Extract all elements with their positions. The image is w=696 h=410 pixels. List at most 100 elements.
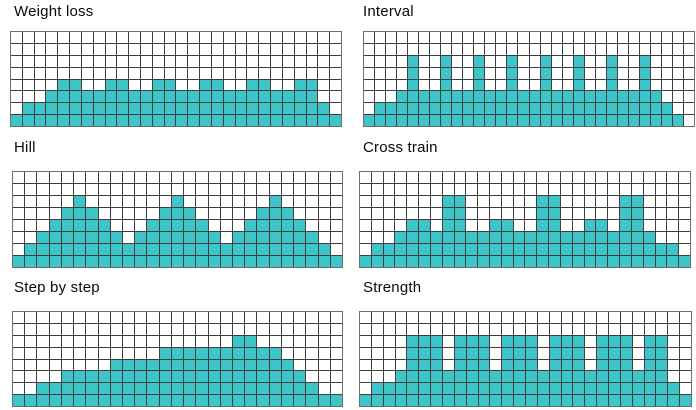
intensity-cell-empty	[632, 347, 644, 359]
intensity-cell-empty	[86, 172, 98, 183]
intensity-cell-filled	[129, 103, 141, 115]
intensity-cell-filled	[49, 383, 61, 395]
intensity-cell-filled	[360, 256, 371, 267]
intensity-cell-filled	[561, 359, 573, 371]
intensity-cell-filled	[514, 371, 525, 383]
intensity-cell-filled	[259, 91, 271, 103]
intensity-cell-filled	[294, 220, 306, 231]
intensity-cell-empty	[22, 79, 34, 91]
intensity-cell-filled	[407, 232, 419, 243]
intensity-cell-empty	[513, 184, 525, 195]
intensity-cell-filled	[135, 359, 147, 371]
intensity-cell-filled	[196, 395, 208, 406]
intensity-cell-filled	[86, 256, 98, 267]
intensity-cell-empty	[490, 196, 501, 207]
intensity-cell-filled	[257, 371, 269, 383]
intensity-cell-filled	[478, 232, 490, 243]
intensity-cell-empty	[271, 67, 282, 79]
intensity-cell-empty	[608, 184, 620, 195]
intensity-cell-empty	[549, 323, 561, 335]
intensity-cell-empty	[518, 79, 529, 91]
intensity-cell-empty	[656, 323, 668, 335]
intensity-cell-empty	[514, 312, 525, 323]
intensity-cell-empty	[34, 55, 46, 67]
intensity-cell-filled	[269, 395, 281, 406]
intensity-cell-empty	[655, 220, 667, 231]
intensity-cell-empty	[430, 208, 442, 219]
intensity-cell-empty	[208, 220, 220, 231]
intensity-cell-filled	[257, 359, 269, 371]
intensity-cell-empty	[452, 43, 463, 55]
intensity-cell-filled	[656, 383, 668, 395]
intensity-cell-empty	[245, 196, 257, 207]
intensity-cell-filled	[474, 79, 485, 91]
intensity-cell-filled	[561, 335, 573, 347]
intensity-cell-empty	[208, 312, 220, 323]
intensity-cell-filled	[235, 91, 247, 103]
intensity-cell-empty	[395, 208, 407, 219]
intensity-cell-empty	[196, 196, 208, 207]
intensity-cell-filled	[441, 91, 452, 103]
intensity-cell-empty	[25, 196, 37, 207]
intensity-cell-empty	[220, 184, 232, 195]
intensity-cell-filled	[110, 359, 122, 371]
intensity-cell-empty	[386, 67, 397, 79]
intensity-cell-empty	[208, 335, 220, 347]
intensity-cell-empty	[37, 220, 49, 231]
intensity-cell-filled	[595, 115, 606, 126]
intensity-cell-filled	[454, 220, 466, 231]
intensity-cell-filled	[294, 383, 306, 395]
intensity-cell-empty	[135, 184, 147, 195]
intensity-cell-empty	[397, 32, 408, 43]
intensity-cell-empty	[282, 55, 294, 67]
intensity-cell-empty	[188, 79, 200, 91]
intensity-cell-filled	[490, 371, 502, 383]
intensity-cell-empty	[164, 32, 176, 43]
intensity-cell-empty	[306, 312, 318, 323]
intensity-cell-empty	[294, 196, 306, 207]
intensity-cell-empty	[13, 184, 25, 195]
intensity-cell-empty	[58, 55, 70, 67]
intensity-cell-filled	[525, 395, 537, 406]
intensity-cell-empty	[454, 184, 466, 195]
intensity-cell-filled	[208, 359, 220, 371]
intensity-cell-empty	[184, 312, 196, 323]
intensity-cell-filled	[407, 395, 419, 406]
intensity-cell-filled	[281, 359, 294, 371]
intensity-cell-empty	[360, 172, 371, 183]
intensity-cell-empty	[105, 32, 117, 43]
intensity-cell-filled	[643, 232, 655, 243]
intensity-cell-filled	[502, 335, 514, 347]
intensity-cell-empty	[585, 312, 597, 323]
intensity-cell-filled	[419, 220, 430, 231]
intensity-cell-empty	[135, 208, 147, 219]
intensity-cell-empty	[318, 383, 330, 395]
intensity-cell-empty	[330, 79, 341, 91]
intensity-cell-filled	[58, 115, 70, 126]
intensity-cell-filled	[81, 91, 93, 103]
intensity-cell-filled	[454, 383, 466, 395]
intensity-cell-empty	[58, 43, 70, 55]
intensity-cell-filled	[608, 383, 620, 395]
intensity-cell-empty	[490, 323, 502, 335]
intensity-cell-filled	[573, 103, 584, 115]
intensity-cell-filled	[667, 244, 679, 255]
intensity-cell-filled	[485, 115, 496, 126]
intensity-cell-empty	[281, 312, 294, 323]
intensity-cell-filled	[306, 232, 318, 243]
intensity-cell-filled	[200, 79, 211, 91]
intensity-cell-empty	[466, 312, 478, 323]
intensity-cell-filled	[466, 395, 478, 406]
intensity-cell-empty	[135, 220, 147, 231]
intensity-cell-empty	[49, 335, 61, 347]
intensity-cell-filled	[184, 383, 196, 395]
intensity-cell-empty	[188, 67, 200, 79]
intensity-cell-empty	[220, 232, 232, 243]
intensity-cell-empty	[667, 184, 679, 195]
intensity-cell-filled	[395, 395, 407, 406]
intensity-cell-empty	[551, 67, 562, 79]
intensity-cell-empty	[141, 55, 152, 67]
intensity-cell-filled	[562, 103, 573, 115]
intensity-cell-filled	[419, 335, 431, 347]
intensity-cell-empty	[585, 335, 597, 347]
